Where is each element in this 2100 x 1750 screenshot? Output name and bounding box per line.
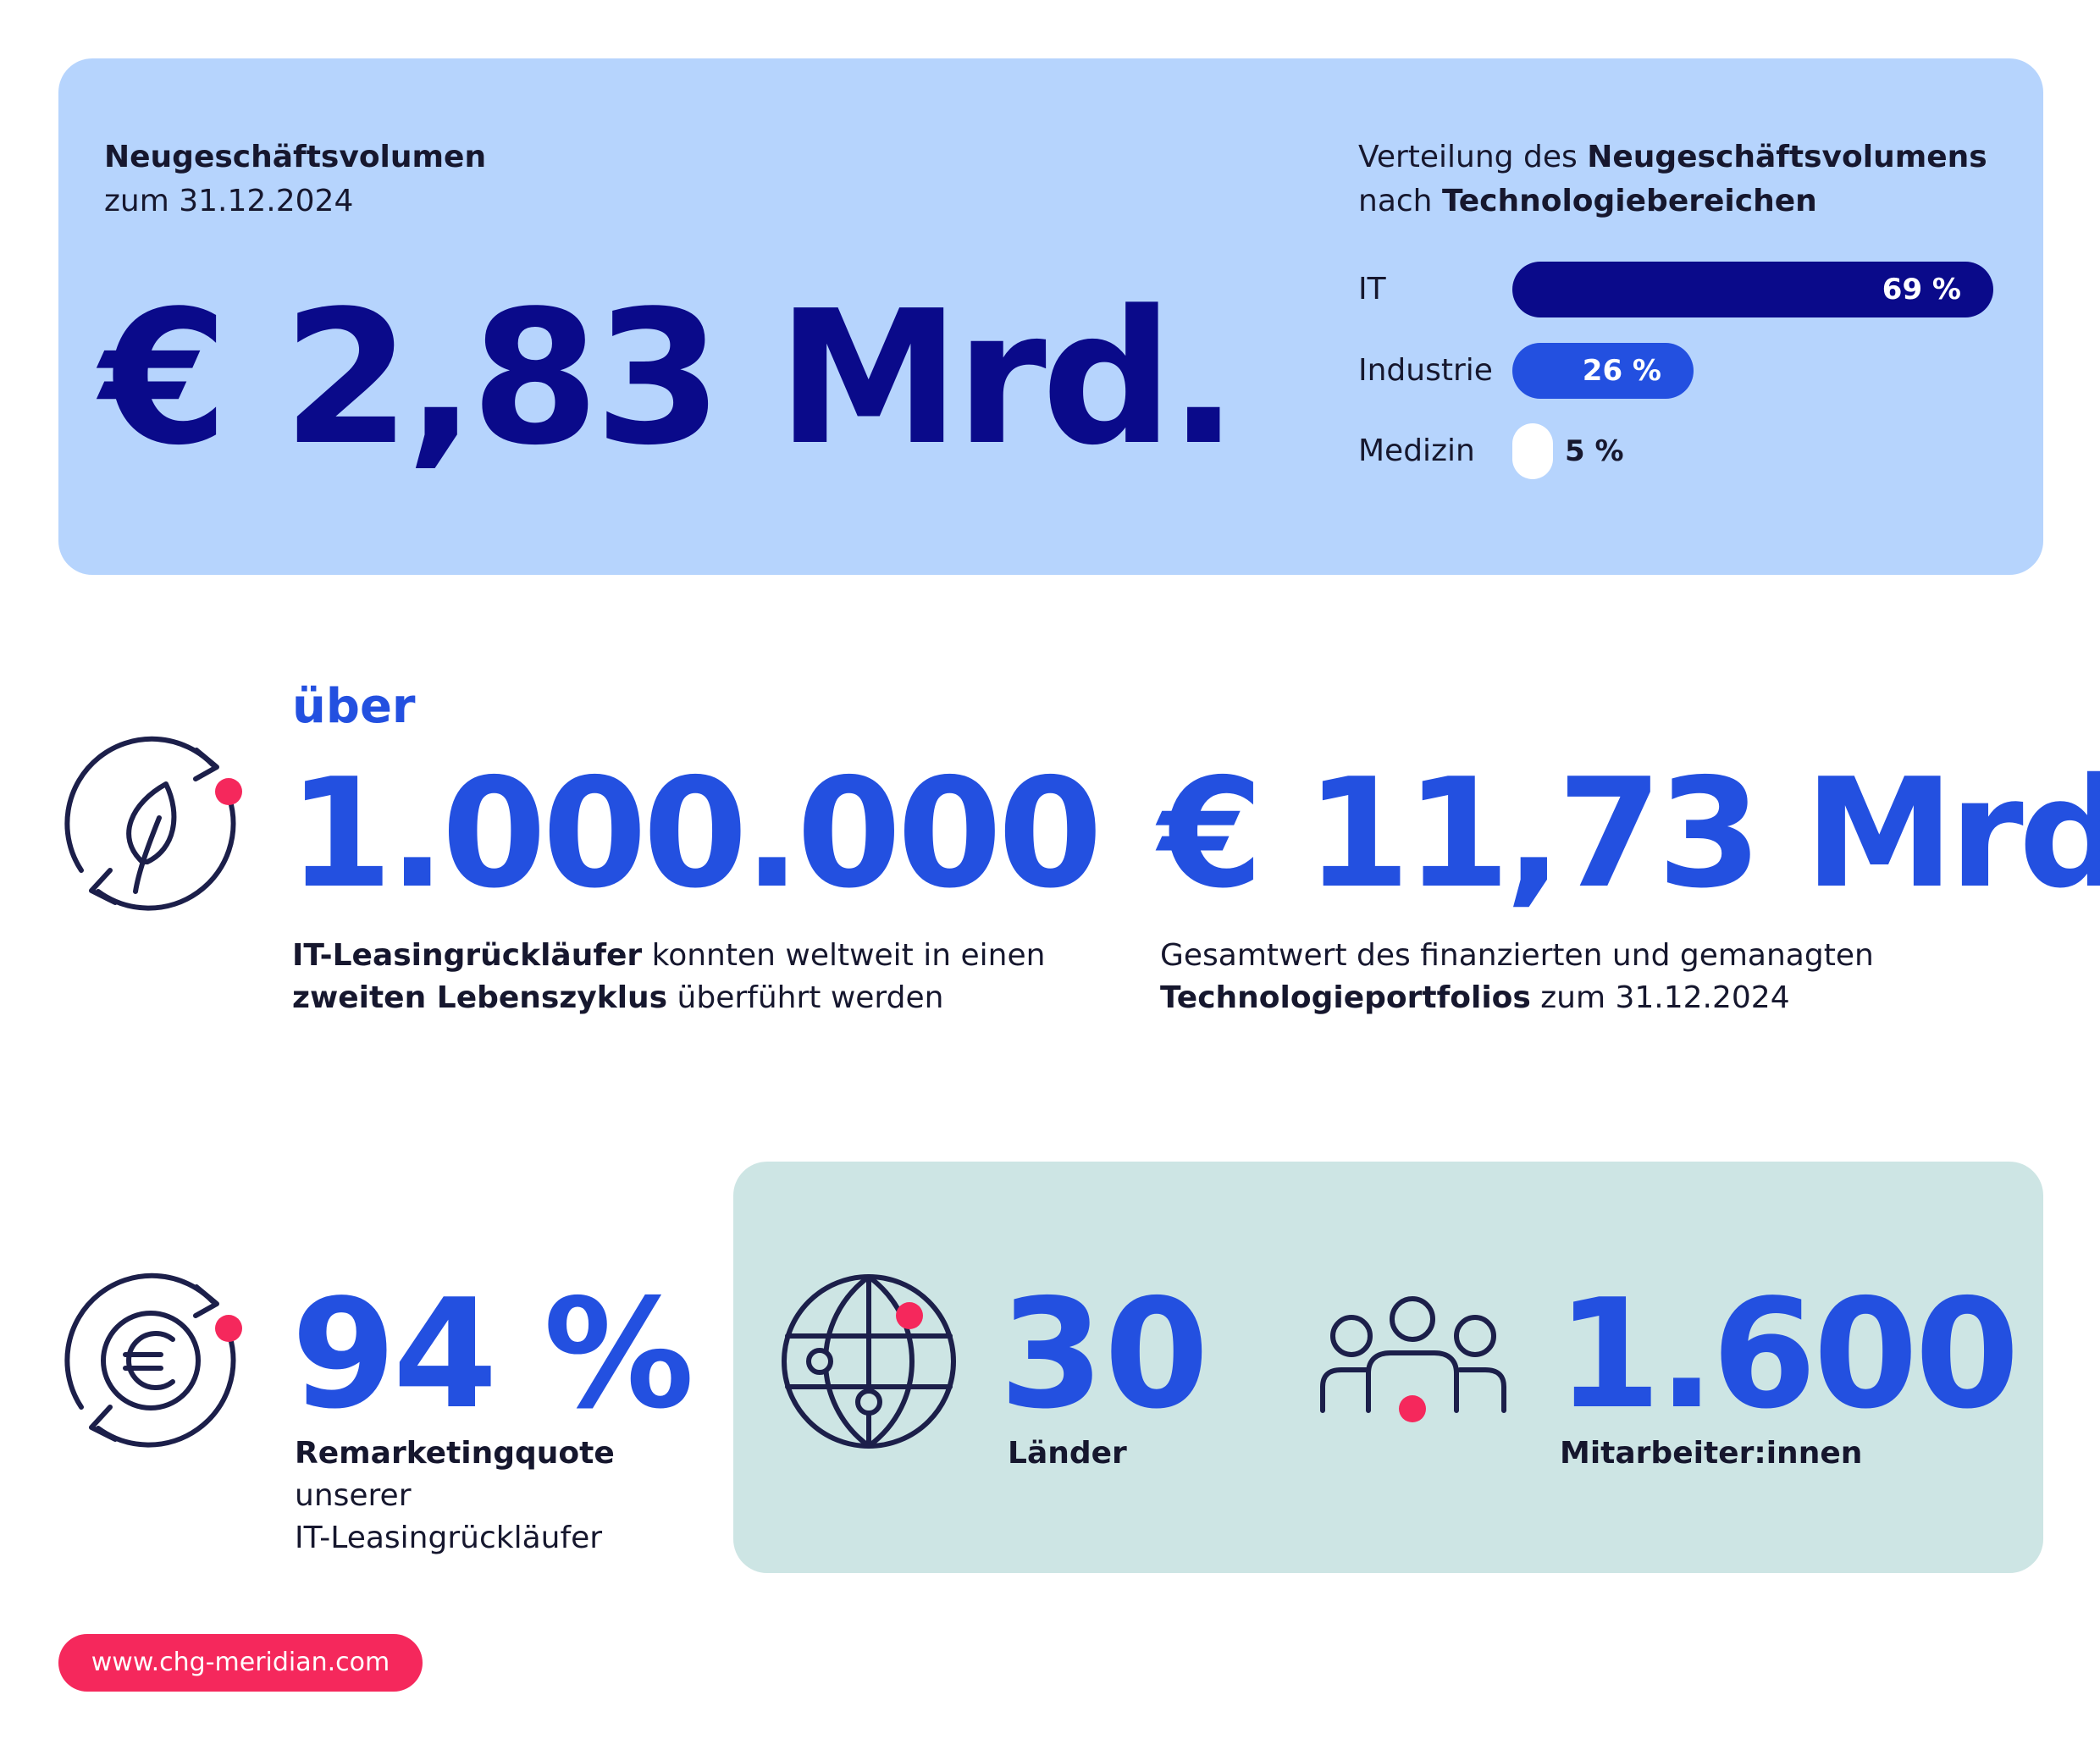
bar-label-industrie: Industrie [1358,353,1493,388]
bar-row-industrie: 26 % [1512,343,1993,399]
lifecycle-desc-1: konnten weltweit in einen [642,938,1046,973]
bar-label-medizin: Medizin [1358,433,1475,468]
lifecycle-desc-bold-1: IT-Leasingrückläufer [292,938,643,973]
new-business-label: Neugeschäftsvolumen [104,140,487,174]
distribution-title: Verteilung des Neugeschäftsvolumens nach… [1358,135,1987,224]
lifecycle-prefix: über [292,679,416,734]
lifecycle-description: IT-Leasingrückläufer konnten weltweit in… [292,935,1045,1019]
website-link[interactable]: www.chg-meridian.com [58,1634,423,1692]
distribution-title-bold-1: Neugeschäftsvolumens [1587,140,1987,174]
distribution-title-prefix: Verteilung des [1358,140,1588,174]
distribution-title-mid: nach [1358,184,1442,218]
lifecycle-desc-2: überführt werden [667,980,944,1015]
bar-value-medizin: 5 % [1565,434,1624,468]
remarketing-label-bold: Remarketingquote [295,1436,615,1471]
leaf-cycle-icon [64,736,242,911]
bar-medizin [1512,423,1553,479]
distribution-title-bold-2: Technologiebereichen [1441,184,1817,218]
bar-row-it: 69 % [1512,262,1993,317]
globe-icon [782,1274,956,1449]
countries-label: Länder [1008,1436,1127,1471]
remarketing-label-3: IT-Leasingrückläufer [295,1521,603,1555]
employees-label: Mitarbeiter:innen [1560,1436,1863,1471]
employees-value: 1.600 [1556,1267,2020,1442]
remarketing-value: 94 % [291,1267,694,1442]
bar-label-it: IT [1358,272,1386,306]
new-business-heading: Neugeschäftsvolumen zum 31.12.2024 [104,135,486,224]
lifecycle-value: 1.000.000 [288,746,1102,921]
euro-cycle-icon [64,1272,242,1448]
bar-value-it: 69 % [1882,273,1961,306]
portfolio-description: Gesamtwert des finanzierten und gemanagt… [1160,935,1874,1019]
portfolio-desc-bold-2: Technologieportfolios [1160,980,1531,1015]
lifecycle-desc-bold-2: zweiten Lebenszyklus [292,980,668,1015]
countries-value: 30 [999,1267,1209,1442]
portfolio-value: € 11,73 Mrd. [1158,746,2100,921]
new-business-amount: € 2,83 Mrd. [100,272,1239,486]
portfolio-desc-1: Gesamtwert des finanzierten und gemanagt… [1160,938,1874,973]
people-icon [1320,1296,1506,1422]
portfolio-desc-2: zum 31.12.2024 [1530,980,1790,1015]
bar-it [1512,262,1993,317]
bar-value-industrie: 26 % [1582,354,1661,388]
bar-industrie [1512,343,1694,399]
remarketing-description: Remarketingquote unserer IT-Leasingrückl… [295,1433,615,1560]
bar-row-medizin: 5 % [1512,423,1993,479]
remarketing-label-2: unserer [295,1478,412,1513]
new-business-date: zum 31.12.2024 [104,184,354,218]
